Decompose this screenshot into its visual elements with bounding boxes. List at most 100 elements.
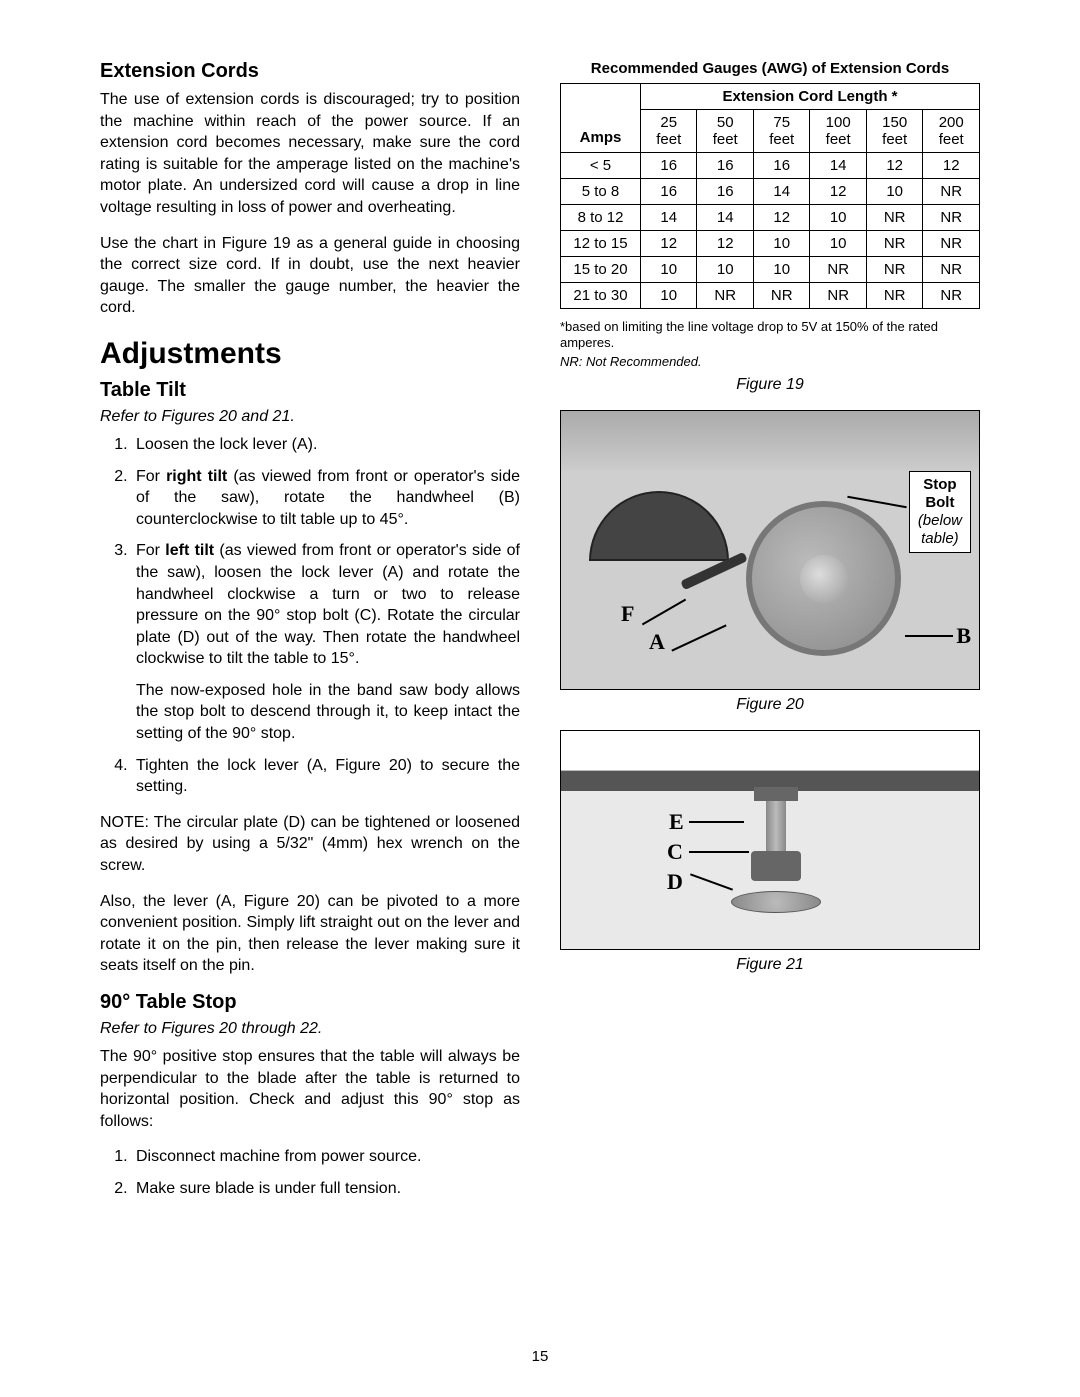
table-title-awg: Recommended Gauges (AWG) of Extension Co…: [560, 60, 980, 77]
heading-90-table-stop: 90° Table Stop: [100, 991, 520, 1014]
cell-amps: 21 to 30: [561, 283, 641, 309]
cell-value: NR: [697, 283, 753, 309]
cell-value: 14: [753, 179, 809, 205]
step-2: For right tilt (as viewed from front or …: [132, 466, 520, 531]
table-row: < 5161616141212: [561, 153, 980, 179]
cell-value: 10: [753, 231, 809, 257]
cell-amps: 8 to 12: [561, 205, 641, 231]
label-C: C: [667, 839, 683, 865]
ref-figures-20-21: Refer to Figures 20 and 21.: [100, 408, 520, 426]
step-3-pre: For: [136, 542, 165, 559]
cell-value: NR: [923, 257, 980, 283]
label-B: B: [956, 623, 971, 649]
step-2-pre: For: [136, 468, 166, 485]
cell-amps: 12 to 15: [561, 231, 641, 257]
th-col-0: 25feet: [641, 110, 697, 153]
ref-figures-20-22: Refer to Figures 20 through 22.: [100, 1020, 520, 1038]
cell-value: 12: [866, 153, 922, 179]
cell-value: 10: [641, 283, 697, 309]
cell-amps: 15 to 20: [561, 257, 641, 283]
step-1: Loosen the lock lever (A).: [132, 434, 520, 456]
page-number: 15: [0, 1348, 1080, 1365]
stop-bolt-callout: Stop Bolt (below table): [909, 471, 971, 553]
cell-value: NR: [866, 205, 922, 231]
label-D: D: [667, 869, 683, 895]
cell-value: 16: [753, 153, 809, 179]
cell-amps: 5 to 8: [561, 179, 641, 205]
cell-value: NR: [923, 205, 980, 231]
para-ext-1: The use of extension cords is discourage…: [100, 89, 520, 219]
stop-step-1: Disconnect machine from power source.: [132, 1146, 520, 1168]
cell-value: 12: [753, 205, 809, 231]
cell-value: 14: [697, 205, 753, 231]
cell-value: NR: [923, 231, 980, 257]
caption-figure-20: Figure 20: [560, 696, 980, 714]
para-lever-pivot: Also, the lever (A, Figure 20) can be pi…: [100, 891, 520, 977]
cell-value: 16: [697, 179, 753, 205]
cell-value: 10: [697, 257, 753, 283]
heading-adjustments: Adjustments: [100, 337, 520, 371]
step-3: For left tilt (as viewed from front or o…: [132, 540, 520, 744]
table-row: 12 to 1512121010NRNR: [561, 231, 980, 257]
step-3-sub: The now-exposed hole in the band saw bod…: [136, 680, 520, 745]
cell-value: 10: [810, 205, 866, 231]
caption-figure-21: Figure 21: [560, 956, 980, 974]
step-4: Tighten the lock lever (A, Figure 20) to…: [132, 755, 520, 798]
cell-value: 10: [641, 257, 697, 283]
heading-table-tilt: Table Tilt: [100, 379, 520, 402]
cell-value: NR: [866, 283, 922, 309]
caption-figure-19: Figure 19: [560, 376, 980, 394]
label-E: E: [669, 809, 684, 835]
stop-step-2: Make sure blade is under full tension.: [132, 1178, 520, 1200]
cell-amps: < 5: [561, 153, 641, 179]
th-col-3: 100feet: [810, 110, 866, 153]
label-A: A: [649, 629, 665, 655]
note-circular-plate: NOTE: The circular plate (D) can be tigh…: [100, 812, 520, 877]
th-col-4: 150feet: [866, 110, 922, 153]
figure-20-photo: F A B Stop Bolt (below table): [560, 410, 980, 690]
cell-value: NR: [866, 257, 922, 283]
stop-l1: Stop: [918, 476, 962, 494]
stop-l4: table): [918, 530, 962, 548]
th-cord-length: Extension Cord Length *: [641, 84, 980, 110]
table-stop-steps: Disconnect machine from power source. Ma…: [100, 1146, 520, 1199]
heading-extension-cords: Extension Cords: [100, 60, 520, 83]
cell-value: 12: [810, 179, 866, 205]
table-footnote-2: NR: Not Recommended.: [560, 354, 980, 370]
table-row: 15 to 20101010NRNRNR: [561, 257, 980, 283]
cell-value: NR: [923, 179, 980, 205]
table-tilt-steps: Loosen the lock lever (A). For right til…: [100, 434, 520, 798]
cell-value: 12: [697, 231, 753, 257]
stop-l2: Bolt: [918, 494, 962, 512]
cell-value: 10: [810, 231, 866, 257]
cell-value: 14: [810, 153, 866, 179]
cell-value: NR: [866, 231, 922, 257]
label-F: F: [621, 601, 634, 627]
cell-value: 16: [697, 153, 753, 179]
cell-value: 10: [866, 179, 922, 205]
th-col-2: 75feet: [753, 110, 809, 153]
th-amps: Amps: [561, 84, 641, 153]
cell-value: 16: [641, 153, 697, 179]
table-footnote-1: *based on limiting the line voltage drop…: [560, 319, 980, 352]
table-row: 5 to 81616141210NR: [561, 179, 980, 205]
cell-value: NR: [810, 257, 866, 283]
para-ext-2: Use the chart in Figure 19 as a general …: [100, 233, 520, 319]
cell-value: 10: [753, 257, 809, 283]
cell-value: NR: [923, 283, 980, 309]
cell-value: 12: [641, 231, 697, 257]
th-col-5: 200feet: [923, 110, 980, 153]
stop-l3: (below: [918, 512, 962, 530]
cell-value: 12: [923, 153, 980, 179]
cell-value: NR: [810, 283, 866, 309]
cell-value: 16: [641, 179, 697, 205]
table-row: 21 to 3010NRNRNRNRNR: [561, 283, 980, 309]
figure-21-photo: E C D: [560, 730, 980, 950]
extension-cord-table: Amps Extension Cord Length * 25feet50fee…: [560, 83, 980, 309]
table-row: 8 to 1214141210NRNR: [561, 205, 980, 231]
step-3-bold: left tilt: [165, 542, 214, 559]
cell-value: 14: [641, 205, 697, 231]
step-3-post: (as viewed from front or operator's side…: [136, 542, 520, 667]
th-col-1: 50feet: [697, 110, 753, 153]
step-2-bold: right tilt: [166, 468, 227, 485]
